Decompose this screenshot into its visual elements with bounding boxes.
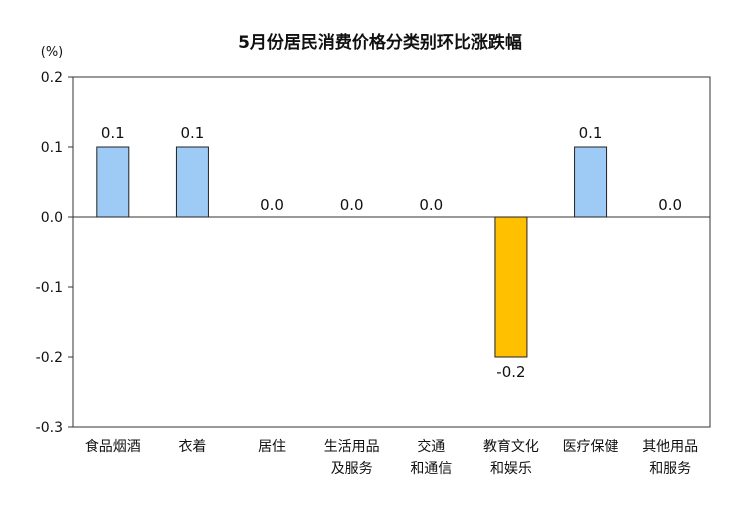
data-label: 0.0 — [260, 196, 284, 214]
plot-area-frame — [72, 76, 711, 428]
bar-series — [96, 146, 608, 358]
category-label: 衣着 — [178, 439, 206, 455]
category-label: 其他用品 — [642, 439, 698, 455]
y-tick-label: -0.1 — [36, 280, 63, 296]
category-label: 医疗保健 — [563, 439, 619, 455]
category-label: 和服务 — [649, 461, 691, 477]
category-label: 和通信 — [410, 461, 452, 477]
category-label: 及服务 — [331, 461, 373, 477]
category-label: 教育文化 — [483, 439, 539, 455]
data-label: -0.2 — [496, 363, 525, 381]
chart-title: 5月份居民消费价格分类别环比涨跌幅 — [238, 32, 522, 53]
data-label: 0.0 — [340, 196, 364, 214]
y-tick-label: 0.2 — [41, 70, 63, 86]
data-label: 0.1 — [579, 124, 603, 142]
y-axis: 0.2 0.1 0.0 -0.1 -0.2 -0.3 — [36, 70, 73, 436]
data-label: 0.0 — [658, 196, 682, 214]
data-label: 0.1 — [101, 124, 125, 142]
data-label: 0.1 — [181, 124, 205, 142]
bar — [175, 146, 209, 218]
category-label: 居住 — [258, 439, 286, 455]
y-tick-label: -0.3 — [36, 420, 63, 436]
data-label: 0.0 — [419, 196, 443, 214]
y-tick-label: 0.1 — [41, 140, 63, 156]
bar — [574, 146, 608, 218]
category-label: 交通 — [417, 438, 445, 455]
bar — [96, 146, 130, 218]
y-unit-label: (%) — [41, 45, 64, 60]
category-label: 食品烟酒 — [85, 438, 141, 455]
y-tick-label: 0.0 — [41, 210, 63, 226]
bar — [494, 216, 528, 358]
category-label: 生活用品 — [324, 439, 380, 455]
y-tick-label: -0.2 — [36, 350, 63, 366]
category-label: 和娱乐 — [490, 461, 532, 477]
data-labels: 0.1 0.1 0.0 0.0 0.0 -0.2 0.1 0.0 — [101, 124, 682, 381]
